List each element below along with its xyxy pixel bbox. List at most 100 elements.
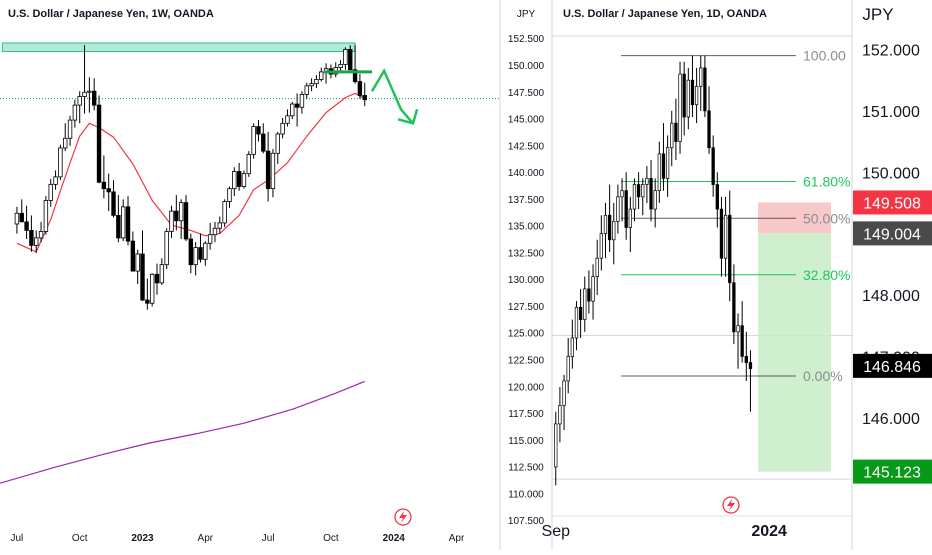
weekly-candle <box>304 82 309 99</box>
weekly-candle-body <box>19 212 24 223</box>
daily-grid <box>552 0 853 550</box>
weekly-y-tick: 107.500 <box>508 516 545 527</box>
daily-candle <box>632 178 637 222</box>
weekly-y-tick: 125.000 <box>508 329 545 340</box>
daily-candle-body <box>711 147 715 185</box>
weekly-candle-body <box>135 253 140 272</box>
weekly-chart-panel[interactable]: 152.500 150.000 147.500 145.000 142.500 140.0… <box>0 0 545 550</box>
weekly-time-axis[interactable]: Jul Oct 2023 Apr Jul Oct 2024 Apr <box>11 533 465 544</box>
weekly-y-tick: 142.500 <box>508 141 545 152</box>
weekly-price-axis[interactable]: 152.500 150.000 147.500 145.000 142.500 140.0… <box>508 34 545 527</box>
weekly-candle <box>145 278 150 310</box>
weekly-candle-body <box>212 227 218 236</box>
weekly-candle-body <box>304 85 309 95</box>
weekly-candle <box>338 60 343 71</box>
weekly-y-tick: 150.000 <box>508 61 545 72</box>
weekly-candle <box>63 123 68 152</box>
daily-candle <box>587 270 591 314</box>
daily-candle-body <box>558 405 562 425</box>
arrow-head[interactable] <box>397 108 419 125</box>
weekly-candle <box>198 233 203 263</box>
weekly-y-tick: 112.500 <box>508 463 544 474</box>
weekly-candle-body <box>63 137 68 149</box>
daily-candle-body <box>719 208 724 259</box>
weekly-candle <box>222 199 227 228</box>
take-profit-zone[interactable] <box>758 233 831 472</box>
daily-candle <box>612 202 616 265</box>
weekly-candle <box>309 78 314 92</box>
daily-candle-body <box>723 214 728 259</box>
weekly-candle <box>125 196 131 246</box>
fib-level-label: 0.00% <box>803 368 843 384</box>
weekly-resistance-zone[interactable] <box>1 42 356 53</box>
stop-price-label-bg <box>853 190 932 215</box>
daily-candle <box>649 159 653 222</box>
weekly-candle <box>43 196 49 235</box>
resistance-zone-rect[interactable] <box>1 42 356 53</box>
weekly-drawings[interactable] <box>323 68 419 125</box>
weekly-candle <box>111 180 116 218</box>
daily-candle-body <box>653 190 657 210</box>
daily-candle-body <box>715 184 719 210</box>
weekly-candle <box>82 45 87 114</box>
daily-currency-label: JPY <box>862 5 893 24</box>
weekly-candle-body <box>275 133 280 154</box>
weekly-candle-body <box>309 83 314 87</box>
lightning-bolt-icon[interactable] <box>394 508 412 526</box>
daily-candle <box>616 184 620 234</box>
daily-time-axis[interactable]: Sep 2024 <box>542 523 788 540</box>
fib-level-label: 32.80% <box>803 267 850 283</box>
fib-level-label: 100.00 <box>803 48 846 64</box>
weekly-candle-body <box>285 115 290 124</box>
daily-chart-title: U.S. Dollar / Japanese Yen, 1D, OANDA <box>563 8 767 20</box>
weekly-candle-body <box>67 119 73 139</box>
daily-candle-body <box>570 337 574 357</box>
projection-arrow[interactable] <box>370 68 414 125</box>
weekly-candle <box>183 195 189 242</box>
daily-candle-body <box>616 196 620 222</box>
weekly-candle <box>357 74 363 99</box>
fibonacci-retracement[interactable]: 100.00 61.80% 50.00% 32.80% 0.00% <box>621 48 850 384</box>
daily-price-labels: 149.508 149.004 146.846 145.123 <box>853 190 932 484</box>
weekly-y-tick: 117.500 <box>508 409 544 420</box>
weekly-candle <box>256 120 261 142</box>
weekly-candle <box>285 109 290 127</box>
daily-candle <box>599 215 603 271</box>
sma200-line <box>0 380 365 484</box>
weekly-candle <box>314 75 319 88</box>
fib-level-label: 61.80% <box>803 173 850 189</box>
weekly-y-tick: 152.500 <box>508 34 545 45</box>
daily-candle-body <box>566 356 570 382</box>
weekly-candle <box>294 93 300 127</box>
weekly-candle-body <box>290 103 295 117</box>
weekly-candle-body <box>270 152 276 190</box>
weekly-candle-body <box>154 273 160 284</box>
weekly-candle-body <box>106 188 111 193</box>
daily-candle-body <box>744 356 748 363</box>
weekly-x-tick: Oct <box>323 533 339 544</box>
weekly-y-tick: 115.000 <box>508 436 544 447</box>
weekly-candle <box>116 195 121 243</box>
daily-candle <box>603 202 608 259</box>
daily-candle <box>723 196 728 277</box>
lightning-bolt-icon[interactable] <box>722 496 740 514</box>
daily-chart-panel[interactable]: 100.00 61.80% 50.00% 32.80% 0.00% 152.000 151… <box>542 0 932 550</box>
daily-candle-body <box>674 122 678 142</box>
weekly-candle-body <box>198 247 203 260</box>
weekly-currency-label: JPY <box>517 9 536 20</box>
weekly-y-tick: 110.000 <box>508 489 544 500</box>
weekly-y-tick: 122.500 <box>508 356 545 367</box>
daily-candle <box>707 86 711 154</box>
last-price-label: 146.846 <box>863 359 921 376</box>
weekly-candle-body <box>125 206 131 242</box>
daily-candle <box>641 178 645 216</box>
weekly-candle <box>19 199 24 223</box>
daily-candle <box>665 135 670 197</box>
daily-candle-body <box>607 214 612 241</box>
daily-candle <box>570 319 574 369</box>
short-position-tool[interactable] <box>758 202 831 472</box>
weekly-candle-body <box>48 183 53 201</box>
weekly-candle-body <box>58 147 63 178</box>
daily-candle <box>719 196 724 277</box>
